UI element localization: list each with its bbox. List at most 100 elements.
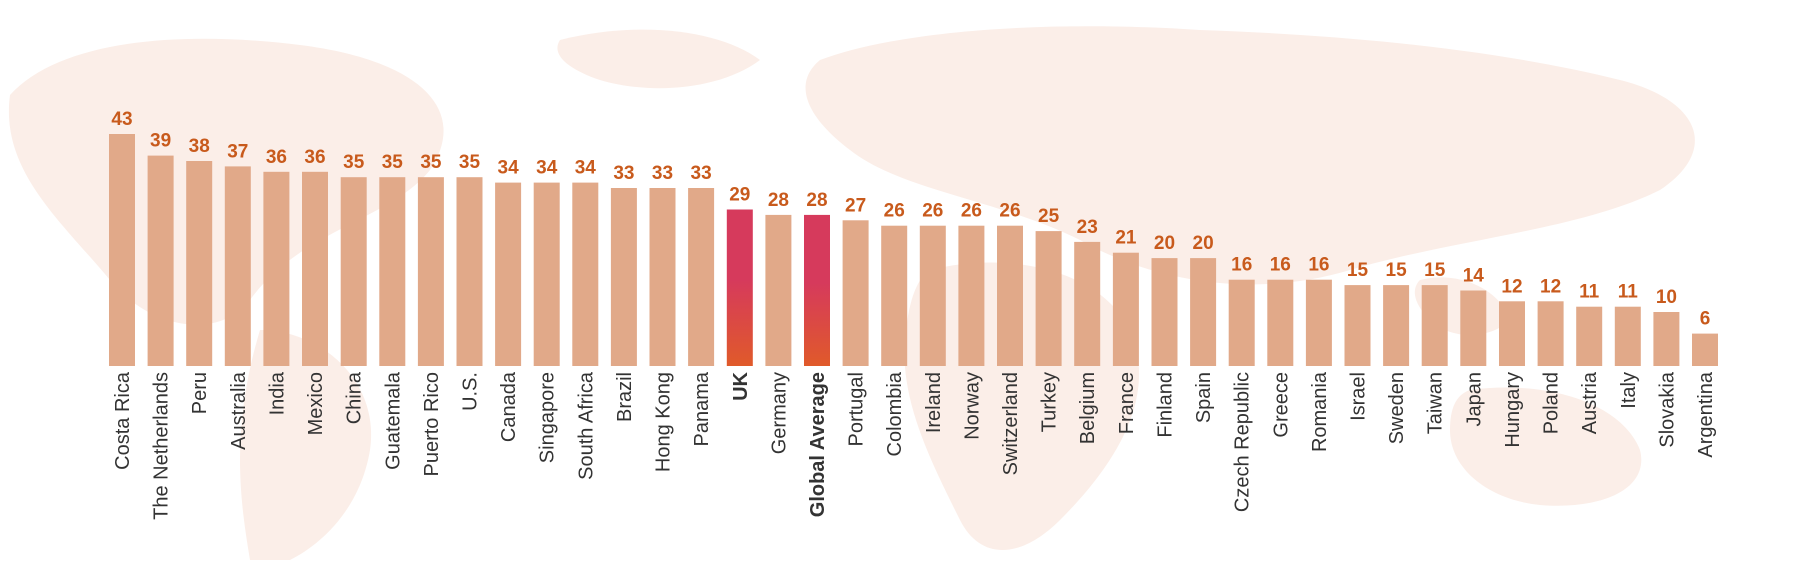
value-label-switzerland: 26 (999, 201, 1020, 222)
category-label-colombia: Colombia (884, 371, 906, 456)
value-label-greece: 16 (1270, 255, 1291, 276)
category-label-south-africa: South Africa (575, 371, 597, 480)
value-label-the-netherlands: 39 (150, 131, 171, 152)
category-label-uk: UK (730, 371, 752, 400)
category-label-argentina: Argentina (1695, 371, 1717, 457)
category-label-belgium: Belgium (1077, 372, 1099, 444)
value-label-south-africa: 34 (575, 158, 597, 179)
value-label-guatemala: 35 (382, 152, 404, 173)
category-label-the-netherlands: The Netherlands (151, 372, 173, 520)
value-label-finland: 20 (1154, 233, 1175, 254)
category-label-spain: Spain (1193, 372, 1215, 423)
category-label-brazil: Brazil (614, 372, 636, 422)
value-label-czech-republic: 16 (1231, 255, 1252, 276)
bar-norway (958, 225, 985, 366)
category-label-romania: Romania (1309, 371, 1331, 452)
bar-india (263, 171, 290, 366)
value-label-france: 21 (1115, 228, 1137, 249)
value-label-puerto-rico: 35 (420, 152, 442, 173)
value-label-singapore: 34 (536, 158, 558, 179)
value-label-brazil: 33 (613, 163, 634, 184)
category-label-switzerland: Switzerland (1000, 372, 1022, 475)
value-label-germany: 28 (768, 190, 789, 211)
value-label-sweden: 15 (1386, 260, 1408, 281)
bar-belgium (1074, 241, 1101, 366)
bar-uk (726, 209, 753, 366)
bar-turkey (1035, 231, 1062, 366)
value-label-italy: 11 (1618, 282, 1639, 303)
value-label-u-s: 35 (459, 152, 481, 173)
bar-israel (1344, 285, 1371, 366)
value-label-slovakia: 10 (1656, 287, 1677, 308)
map-landmass-6 (1450, 387, 1642, 506)
value-label-portugal: 27 (845, 195, 866, 216)
category-label-poland: Poland (1541, 372, 1563, 434)
value-label-australia: 37 (227, 141, 248, 162)
bar-spain (1190, 258, 1217, 366)
value-label-poland: 12 (1540, 276, 1561, 297)
bar-finland (1151, 258, 1178, 366)
bar-south-africa (572, 182, 599, 366)
bar-argentina (1692, 333, 1718, 366)
bar-australia (224, 166, 251, 366)
value-label-global-average: 28 (806, 190, 827, 211)
category-label-singapore: Singapore (537, 372, 559, 463)
value-label-china: 35 (343, 152, 365, 173)
bars-layer (109, 134, 1718, 366)
value-label-ireland: 26 (922, 201, 943, 222)
bar-the-netherlands (147, 155, 174, 366)
bar-u-s (456, 177, 483, 366)
category-label-finland: Finland (1155, 372, 1177, 438)
value-label-panama: 33 (691, 163, 712, 184)
bar-poland (1537, 301, 1564, 366)
bar-canada (495, 182, 522, 366)
value-label-israel: 15 (1347, 260, 1369, 281)
category-label-czech-republic: Czech Republic (1232, 372, 1254, 512)
category-label-italy: Italy (1618, 372, 1640, 409)
category-label-puerto-rico: Puerto Rico (421, 372, 443, 477)
bar-panama (688, 188, 715, 366)
category-label-greece: Greece (1270, 372, 1292, 438)
category-label-guatemala: Guatemala (382, 371, 404, 470)
bar-france (1112, 252, 1139, 366)
bar-czech-republic (1228, 279, 1255, 366)
bar-china (340, 177, 367, 366)
value-label-norway: 26 (961, 201, 982, 222)
value-labels-layer: 43 39 38 37 36 36 35 35 35 35 34 34 34 33 33 33 29 28 28 27… (111, 109, 1710, 330)
bar-global-average (804, 214, 830, 366)
bar-guatemala (379, 177, 406, 366)
value-label-spain: 20 (1193, 233, 1214, 254)
value-label-colombia: 26 (884, 201, 905, 222)
value-label-uk: 29 (729, 185, 750, 206)
value-label-austria: 11 (1579, 282, 1600, 303)
category-label-india: India (266, 371, 288, 415)
bar-mexico (302, 171, 328, 366)
category-label-china: China (344, 371, 366, 424)
category-labels-layer: Costa Rica The Netherlands Peru Australia In… (112, 371, 1717, 520)
bar-costa-rica (109, 134, 135, 366)
bar-germany (765, 214, 792, 366)
bar-colombia (881, 225, 908, 366)
category-label-global-average: Global Average (807, 372, 829, 517)
value-label-costa-rica: 43 (111, 109, 132, 130)
map-landmass-3 (557, 29, 760, 89)
category-label-panama: Panama (691, 371, 713, 446)
category-label-canada: Canada (498, 371, 520, 442)
bar-hong-kong (649, 188, 676, 366)
category-label-portugal: Portugal (846, 372, 868, 447)
category-label-norway: Norway (961, 372, 983, 440)
value-label-taiwan: 15 (1424, 260, 1446, 281)
category-label-australia: Australia (228, 371, 250, 450)
bar-singapore (533, 182, 560, 366)
bar-austria (1576, 306, 1603, 366)
bar-switzerland (997, 225, 1023, 366)
value-label-argentina: 6 (1700, 309, 1711, 330)
bar-ireland (919, 225, 946, 366)
bar-romania (1305, 279, 1332, 366)
category-label-france: France (1116, 372, 1138, 434)
bar-hungary (1499, 301, 1525, 366)
category-label-hungary: Hungary (1502, 372, 1524, 448)
category-label-slovakia: Slovakia (1656, 371, 1678, 447)
